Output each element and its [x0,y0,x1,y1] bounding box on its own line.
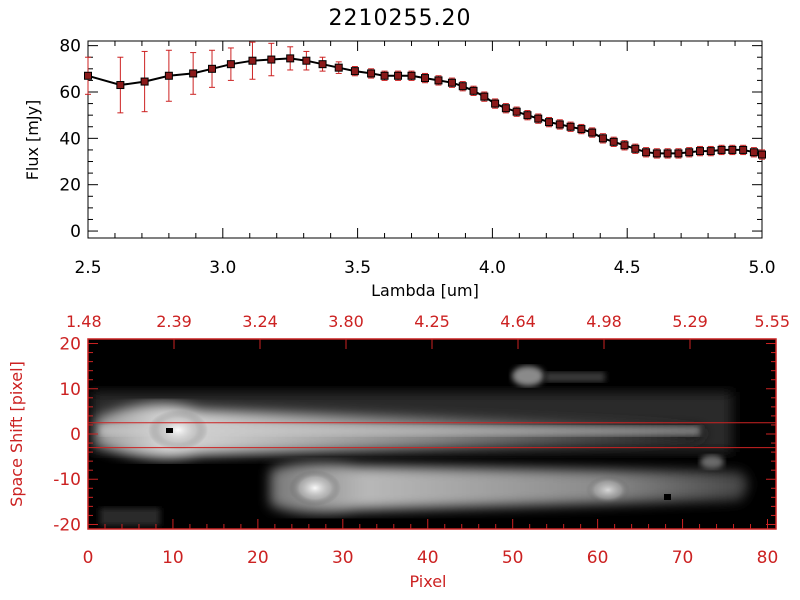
data-point [534,114,543,123]
data-point [642,148,651,157]
data-point [523,111,532,120]
data-point [434,76,443,85]
data-point [491,99,500,108]
data-point [685,148,694,157]
wavelength-tick-label: 4.25 [414,312,450,331]
x-tick-label: 2.5 [74,258,101,278]
data-point [652,149,661,158]
x-tick-label: 5.0 [748,258,775,278]
x-tick-label: 80 [757,548,779,568]
data-point [116,81,125,90]
y-tick-label: 80 [59,37,81,57]
x-tick-label: 4.5 [614,258,641,278]
y-tick-label: 20 [59,176,81,196]
flux-plot-frame [87,40,763,239]
data-point [458,82,467,91]
pixel-x-axis-label: Pixel [409,572,446,591]
bad-pixel-marker [166,428,173,433]
y-tick-label: -10 [53,470,81,490]
x-tick-label: 3.0 [209,258,236,278]
x-tick-label: 20 [247,548,269,568]
data-point [302,56,311,65]
data-point [739,145,748,154]
x-tick-label: 3.5 [344,258,371,278]
data-point [318,60,327,69]
data-point [469,86,478,95]
flux-y-axis-label: Flux [mJy] [23,100,42,181]
spectral-image [88,339,776,529]
spectral-image-plot: 0 10 20 30 40 50 60 70 80 -20 -10 0 10 20 1.48 2.39 3.… [7,312,790,591]
x-tick-label: 70 [672,548,694,568]
y-tick-label: 0 [70,222,81,242]
data-point [609,137,618,146]
data-point [208,64,217,73]
data-point [577,125,586,134]
wavelength-tick-label: 3.80 [328,312,364,331]
wavelength-tick-label: 4.98 [586,312,622,331]
data-point [480,92,489,101]
x-tick-label: 0 [83,548,94,568]
data-point [226,60,235,69]
data-point [394,71,403,80]
data-point [598,134,607,143]
x-tick-label: 4.0 [479,258,506,278]
y-tick-label: 60 [59,83,81,103]
data-point [447,78,456,87]
data-point [512,107,521,116]
data-point [334,63,343,72]
chart-title: 2210255.20 [328,6,472,31]
data-point [631,144,640,153]
space-shift-y-axis-label: Space Shift [pixel] [7,361,26,507]
data-point [189,69,198,78]
data-point [367,69,376,78]
y-tick-label: 20 [59,335,81,355]
x-tick-label: 30 [332,548,354,568]
x-tick-label: 50 [502,548,524,568]
data-point [380,71,389,80]
x-tick-label: 40 [417,548,439,568]
data-point [248,56,257,65]
wavelength-tick-label: 5.55 [754,312,790,331]
y-tick-label: 40 [59,129,81,149]
data-point [620,141,629,150]
data-point [350,67,359,76]
data-point [728,145,737,154]
wavelength-tick-label: 2.39 [156,312,192,331]
data-point [749,148,758,157]
flux-series-line [87,57,763,156]
data-point [140,77,149,86]
data-point [706,147,715,156]
wavelength-tick-label: 5.29 [672,312,708,331]
y-tick-label: -20 [53,515,81,535]
flux-spectrum-plot: 2.5 3.0 3.5 4.0 4.5 5.0 0 20 40 60 80 Lambda [um]… [23,37,776,300]
data-point [717,145,726,154]
x-tick-label: 60 [587,548,609,568]
data-point [501,104,510,113]
data-point [566,122,575,131]
data-point [695,147,704,156]
data-point [663,149,672,158]
y-tick-label: 10 [59,380,81,400]
wavelength-tick-label: 3.24 [242,312,278,331]
data-point [674,149,683,158]
data-point [164,71,173,80]
data-point [758,150,766,159]
x-tick-label: 10 [162,548,184,568]
data-point [407,71,416,80]
wavelength-tick-label: 1.48 [66,312,102,331]
y-tick-label: 0 [70,425,81,445]
bad-pixel-marker [664,494,671,500]
wavelength-tick-label: 4.64 [500,312,536,331]
flux-x-axis-label: Lambda [um] [371,281,479,300]
data-point [421,74,429,83]
data-point [545,118,554,127]
data-point [286,54,295,63]
data-point [588,128,597,137]
data-point [84,71,92,80]
data-point [267,55,276,64]
data-point [555,120,564,129]
